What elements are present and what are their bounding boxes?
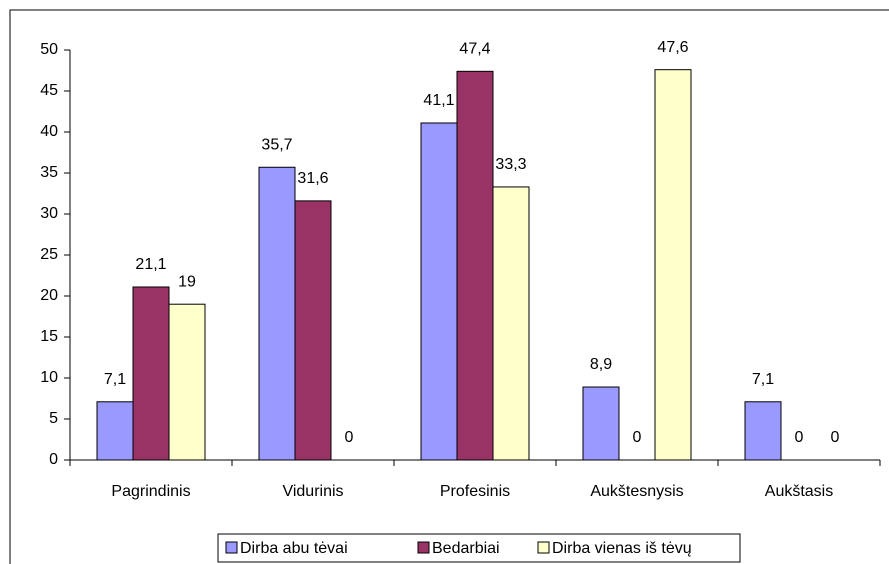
- bar: [420, 122, 458, 461]
- value-label: 0: [345, 429, 354, 446]
- bar: [492, 186, 530, 461]
- chart-frame: [9, 9, 889, 564]
- y-tick-label: 0: [49, 451, 58, 468]
- y-tick-label: 50: [40, 41, 58, 58]
- legend-label: Dirba abu tėvai: [240, 540, 348, 557]
- x-tick-label: Vidurinis: [282, 483, 343, 500]
- value-label: 0: [831, 429, 840, 446]
- y-tick-label: 5: [49, 410, 58, 427]
- value-label: 19: [178, 273, 196, 290]
- bar: [258, 166, 296, 461]
- value-label: 47,4: [459, 41, 490, 58]
- legend-swatch: [537, 541, 550, 554]
- value-label: 0: [795, 429, 804, 446]
- legend-swatch: [417, 541, 430, 554]
- x-tick-label: Aukštasis: [765, 483, 833, 500]
- value-label: 41,1: [423, 92, 454, 109]
- legend-box: [217, 533, 741, 563]
- bar: [582, 386, 620, 461]
- value-label: 21,1: [135, 256, 166, 273]
- value-label: 35,7: [261, 136, 292, 153]
- bar: [132, 286, 170, 461]
- y-tick-label: 30: [40, 205, 58, 222]
- x-tick-label: Profesinis: [440, 483, 510, 500]
- bar: [744, 401, 782, 461]
- bar: [294, 200, 332, 461]
- value-label: 8,9: [590, 356, 612, 373]
- legend-label: Dirba vienas iš tėvų: [552, 540, 692, 557]
- value-label: 47,6: [657, 39, 688, 56]
- legend-swatch: [225, 541, 238, 554]
- y-tick-label: 10: [40, 369, 58, 386]
- bar: [168, 303, 206, 461]
- value-label: 7,1: [752, 371, 774, 388]
- legend-label: Bedarbiai: [432, 540, 500, 557]
- bar: [654, 69, 692, 461]
- y-tick-label: 25: [40, 246, 58, 263]
- y-tick-label: 20: [40, 287, 58, 304]
- x-tick-label: Aukštesnysis: [590, 483, 683, 500]
- y-tick-label: 35: [40, 164, 58, 181]
- value-label: 33,3: [495, 156, 526, 173]
- bar: [96, 401, 134, 461]
- value-label: 31,6: [297, 170, 328, 187]
- bar: [456, 70, 494, 461]
- value-label: 7,1: [104, 371, 126, 388]
- value-label: 0: [633, 429, 642, 446]
- y-tick-label: 40: [40, 123, 58, 140]
- y-tick-label: 45: [40, 82, 58, 99]
- x-tick-label: Pagrindinis: [111, 483, 190, 500]
- y-tick-label: 15: [40, 328, 58, 345]
